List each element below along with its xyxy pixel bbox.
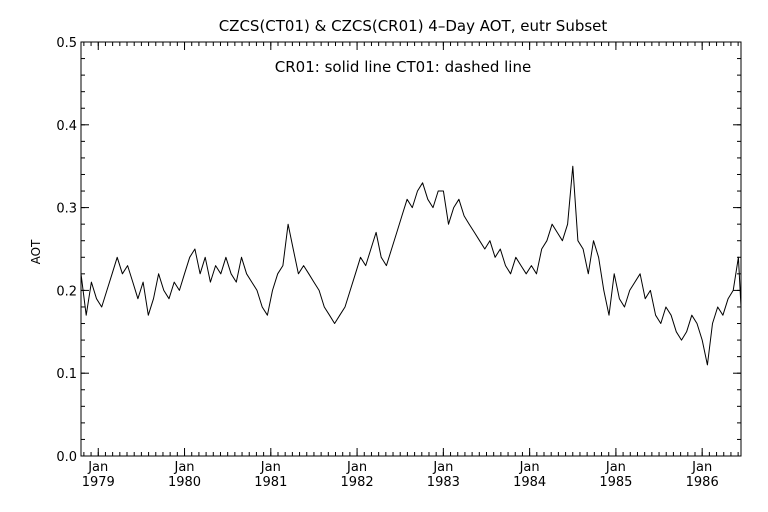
x-axis: Jan1979Jan1980Jan1981Jan1982Jan1983Jan19… — [82, 42, 739, 490]
plot-frame — [80, 41, 742, 457]
x-tick-year-label: 1985 — [599, 475, 632, 490]
series-group — [80, 165, 742, 366]
y-axis: 0.0 0.1 0.2 0.3 0.4 0.5 — [56, 36, 741, 465]
y-tick-label: 0.2 — [56, 284, 77, 299]
x-tick-month-label: Jan — [432, 460, 453, 475]
x-tick-year-label: 1986 — [686, 475, 719, 490]
chart-annotation: CR01: solid line CT01: dashed line — [275, 58, 531, 76]
x-tick-month-label: Jan — [605, 460, 626, 475]
y-tick-label: 0.5 — [56, 36, 77, 51]
x-tick-month-label: Jan — [691, 460, 712, 475]
x-tick-year-label: 1981 — [254, 475, 287, 490]
x-tick-month-label: Jan — [346, 460, 367, 475]
y-tick-label: 0.0 — [56, 450, 77, 465]
y-tick-label: 0.4 — [56, 119, 77, 134]
x-tick-month-label: Jan — [260, 460, 281, 475]
x-tick-year-label: 1980 — [168, 475, 201, 490]
x-tick-year-label: 1982 — [341, 475, 374, 490]
chart-title: CZCS(CT01) & CZCS(CR01) 4–Day AOT, eutr … — [219, 17, 608, 35]
y-tick-label: 0.1 — [56, 367, 77, 382]
y-tick-label: 0.3 — [56, 202, 77, 217]
x-tick-year-label: 1984 — [513, 475, 546, 490]
series-line-cr01 — [80, 165, 742, 366]
y-axis-label: AOT — [29, 239, 43, 264]
x-tick-month-label: Jan — [174, 460, 195, 475]
x-tick-year-label: 1983 — [427, 475, 460, 490]
x-tick-year-label: 1979 — [82, 475, 115, 490]
x-tick-month-label: Jan — [87, 460, 108, 475]
x-tick-month-label: Jan — [519, 460, 540, 475]
